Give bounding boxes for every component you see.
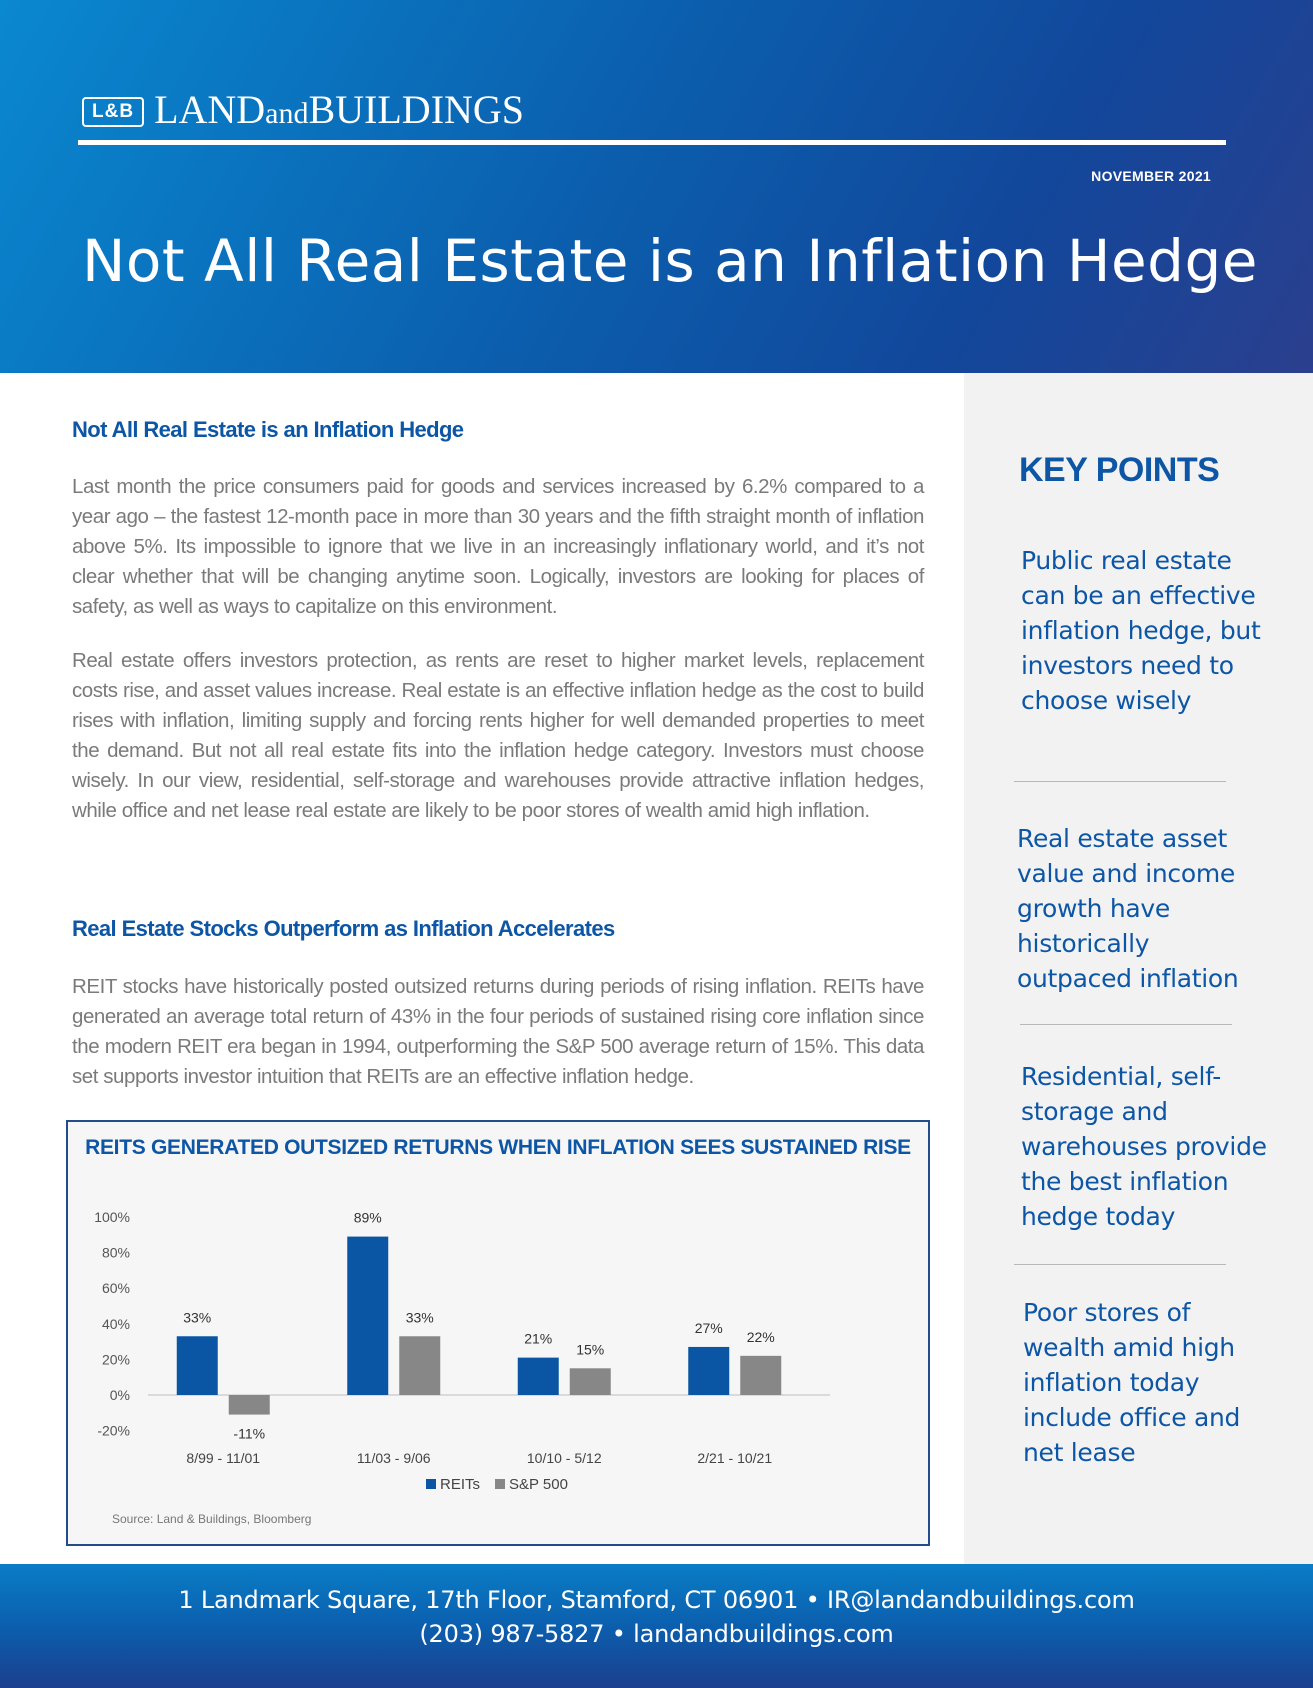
paragraph-reit-returns: REIT stocks have historically posted out…: [72, 975, 924, 1088]
key-point-divider: [1014, 1264, 1226, 1265]
y-tick-label: -20%: [97, 1423, 130, 1439]
header-banner: L&B LANDandBUILDINGS NOVEMBER 2021 Not A…: [0, 0, 1313, 373]
y-tick-label: 40%: [102, 1316, 130, 1332]
data-label: 33%: [183, 1309, 211, 1325]
key-point-1: Public real estate can be an effective i…: [1021, 546, 1261, 715]
key-points-heading: KEY POINTS: [1019, 451, 1220, 489]
bar-reits: [347, 1236, 389, 1395]
returns-chart: REITS GENERATED OUTSIZED RETURNS WHEN IN…: [66, 1120, 930, 1546]
chart-title: REITS GENERATED OUTSIZED RETURNS WHEN IN…: [85, 1136, 911, 1159]
chart-canvas: 100% 80% 60% 40% 20% 0% -20% 33% -11% 8/99 - 11/0…: [94, 1209, 830, 1493]
key-point-divider: [1020, 1024, 1232, 1025]
y-tick-label: 0%: [110, 1387, 130, 1403]
footer-address: 1 Landmark Square, 17th Floor, Stamford,…: [178, 1586, 1135, 1614]
logo-mark: L&B: [82, 97, 145, 127]
data-label: -11%: [233, 1426, 265, 1442]
logo: L&B LANDandBUILDINGS: [82, 88, 524, 136]
bar-sp500: [399, 1336, 441, 1395]
footer-contact: (203) 987-5827 • landandbuildings.com: [419, 1620, 894, 1648]
legend-swatch: [495, 1479, 505, 1489]
y-tick-label: 100%: [94, 1209, 130, 1225]
bar-reits: [688, 1346, 730, 1395]
bar-sp500: [228, 1395, 270, 1415]
bar-sp500: [740, 1355, 782, 1395]
section-heading-inflation-hedge: Not All Real Estate is an Inflation Hedg…: [72, 417, 464, 442]
x-tick-label: 2/21 - 10/21: [697, 1450, 772, 1466]
data-label: 22%: [747, 1329, 775, 1345]
key-point-divider: [1014, 781, 1226, 782]
legend-label: S&P 500: [509, 1476, 568, 1493]
key-point-4: Poor stores of wealth amid high inflatio…: [1023, 1298, 1241, 1467]
footer: 1 Landmark Square, 17th Floor, Stamford,…: [0, 1564, 1313, 1688]
bar-sp500: [569, 1368, 611, 1395]
bar-reits: [517, 1357, 559, 1395]
section-heading-reit-outperform: Real Estate Stocks Outperform as Inflati…: [72, 916, 615, 941]
x-tick-label: 10/10 - 5/12: [527, 1450, 602, 1466]
publication-date: NOVEMBER 2021: [1091, 168, 1211, 184]
key-point-2: Real estate asset value and income growt…: [1017, 824, 1239, 993]
paragraph-intro: Last month the price consumers paid for …: [72, 475, 924, 618]
y-tick-label: 20%: [102, 1351, 130, 1367]
key-point-3: Residential, self-storage and warehouses…: [1021, 1062, 1267, 1231]
data-label: 27%: [695, 1320, 723, 1336]
data-label: 21%: [524, 1331, 552, 1347]
x-tick-label: 11/03 - 9/06: [357, 1450, 431, 1466]
page-title: Not All Real Estate is an Inflation Hedg…: [82, 227, 1258, 295]
data-label: 33%: [406, 1309, 434, 1325]
y-tick-label: 60%: [102, 1280, 130, 1296]
bar-reits: [176, 1336, 218, 1395]
y-tick-label: 80%: [102, 1245, 130, 1261]
paragraph-real-estate-protection: Real estate offers investors protection,…: [72, 649, 924, 822]
logo-wordmark: LANDandBUILDINGS: [154, 87, 525, 132]
data-label: 89%: [354, 1210, 382, 1226]
x-tick-label: 8/99 - 11/01: [186, 1450, 260, 1466]
chart-source: Source: Land & Buildings, Bloomberg: [112, 1512, 312, 1526]
key-points-sidebar: KEY POINTS Public real estate can be an …: [964, 373, 1313, 1564]
legend-swatch: [426, 1479, 436, 1489]
legend-label: REITs: [440, 1476, 480, 1493]
header-divider: [78, 140, 1226, 145]
data-label: 15%: [576, 1341, 604, 1357]
